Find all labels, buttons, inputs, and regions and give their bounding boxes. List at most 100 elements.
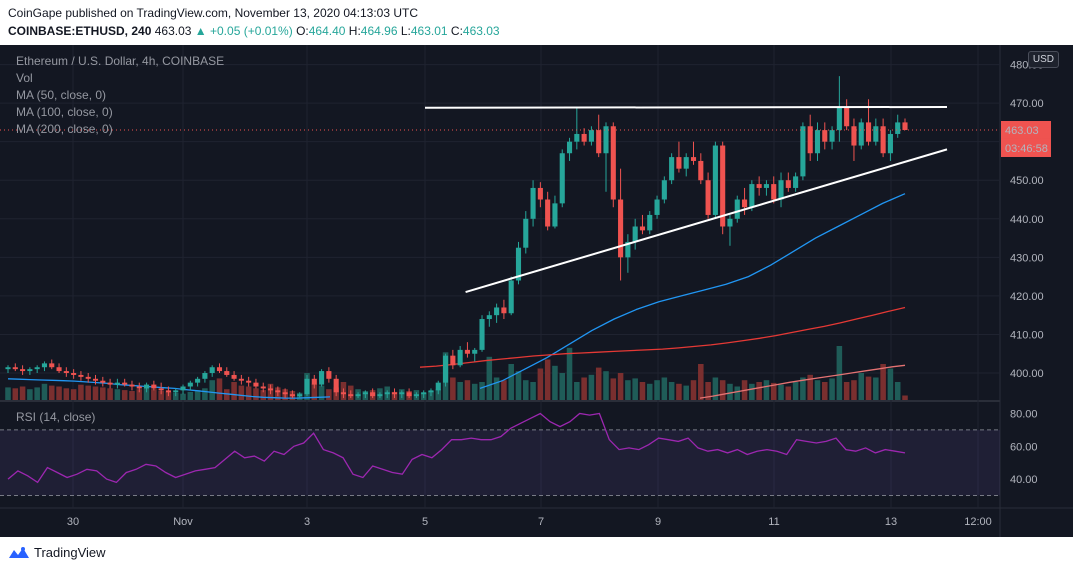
- chart-area[interactable]: 480.00470.00460.00450.00440.00430.00420.…: [0, 45, 1073, 537]
- volume-bar: [836, 346, 843, 400]
- volume-bar: [617, 373, 624, 400]
- volume-bar: [493, 377, 500, 400]
- volume-bar: [19, 386, 26, 400]
- volume-bar: [574, 382, 580, 400]
- candle-body: [494, 307, 500, 316]
- price-tick-label: 450.00: [1010, 175, 1044, 187]
- candle-body: [289, 394, 295, 397]
- candle-body: [814, 130, 821, 154]
- ma100-line: [419, 306, 906, 368]
- candle-body: [771, 184, 777, 200]
- volume-bar: [479, 382, 485, 400]
- volume-bar: [843, 382, 850, 400]
- high-value: 464.96: [360, 24, 398, 38]
- time-tick-label: 5: [422, 516, 428, 528]
- volume-bar: [646, 383, 653, 400]
- volume-bar: [12, 388, 19, 400]
- candle-body: [406, 392, 412, 397]
- candle-body: [195, 378, 201, 383]
- candle-body: [807, 126, 813, 154]
- volume-bar: [260, 390, 267, 400]
- candle-body: [639, 226, 646, 231]
- rsi-legend: RSI (14, close): [16, 410, 95, 424]
- ma50-legend: MA (50, close, 0): [16, 88, 106, 102]
- volume-bar: [792, 382, 799, 400]
- volume-bar: [625, 380, 631, 400]
- volume-bar: [544, 359, 551, 400]
- volume-bar: [253, 388, 259, 400]
- candle-body: [282, 392, 288, 395]
- price-tick-label: 430.00: [1010, 252, 1044, 264]
- candle-body: [844, 106, 850, 127]
- volume-bar: [559, 373, 566, 400]
- volume-bar: [435, 389, 442, 400]
- candle-body: [377, 394, 383, 397]
- currency-badge[interactable]: USD: [1027, 51, 1059, 68]
- candle-body: [12, 367, 18, 370]
- candle-body: [464, 349, 470, 354]
- candle-body: [187, 382, 193, 387]
- volume-bar: [523, 380, 529, 400]
- candle-body: [428, 390, 434, 393]
- volume-bar: [902, 395, 908, 400]
- volume-bar: [595, 367, 602, 400]
- volume-bar: [114, 389, 121, 400]
- candle-body: [851, 126, 857, 146]
- low-label: L:: [400, 24, 411, 38]
- candle-body: [63, 371, 69, 374]
- volume-bar: [70, 389, 77, 400]
- candle-body: [472, 349, 478, 354]
- volume-bar: [683, 385, 689, 400]
- volume-bar: [151, 389, 157, 400]
- candle-body: [515, 247, 522, 281]
- candle-body: [27, 369, 33, 372]
- volume-bar: [712, 377, 719, 400]
- chart-background: [0, 45, 1073, 537]
- volume-bar: [56, 386, 62, 400]
- candle-body: [311, 378, 317, 385]
- candle-body: [114, 382, 120, 385]
- candle-body: [508, 280, 514, 314]
- volume-bar: [865, 376, 872, 400]
- volume-bar: [822, 382, 828, 400]
- candle-body: [107, 382, 113, 385]
- volume-bar: [194, 390, 201, 400]
- candle-body: [778, 180, 784, 200]
- volume-bar: [588, 374, 595, 400]
- candle-body: [690, 157, 697, 161]
- close-value: 463.03: [462, 24, 500, 38]
- volume-bar: [734, 386, 741, 400]
- candle-body: [895, 122, 901, 134]
- support-trendline: [465, 148, 948, 294]
- candle-body: [661, 180, 667, 200]
- candle-body: [49, 363, 55, 368]
- volume-bar: [690, 380, 697, 400]
- chart-canvas[interactable]: 480.00470.00460.00450.00440.00430.00420.…: [0, 45, 1073, 537]
- candle-body: [355, 394, 361, 397]
- countdown-label: 03:46:58: [1005, 143, 1048, 155]
- candle-body: [5, 367, 11, 370]
- volume-bar: [807, 374, 813, 400]
- candle-body: [224, 371, 230, 375]
- tradingview-logo[interactable]: TradingView: [8, 545, 106, 560]
- candle-body: [370, 392, 376, 397]
- candle-body: [231, 374, 237, 379]
- candle-body: [632, 226, 638, 242]
- candle-body: [836, 106, 842, 131]
- volume-bar: [172, 392, 179, 400]
- volume-bar: [770, 382, 777, 400]
- volume-bar: [858, 373, 865, 400]
- symbol-quote-line: COINBASE:ETHUSD, 240 463.03 ▲ +0.05 (+0.…: [8, 24, 500, 38]
- candle-body: [275, 390, 281, 393]
- volume-bar: [143, 387, 150, 400]
- candle-body: [610, 126, 616, 200]
- candle-body: [588, 130, 594, 142]
- candle-body: [92, 378, 99, 381]
- volume-bar: [508, 364, 514, 400]
- volume-bar: [719, 380, 726, 400]
- volume-bar: [749, 383, 755, 400]
- candle-body: [581, 133, 587, 142]
- candle-body: [501, 307, 507, 314]
- candle-body: [457, 349, 463, 366]
- volume-bar: [92, 386, 99, 400]
